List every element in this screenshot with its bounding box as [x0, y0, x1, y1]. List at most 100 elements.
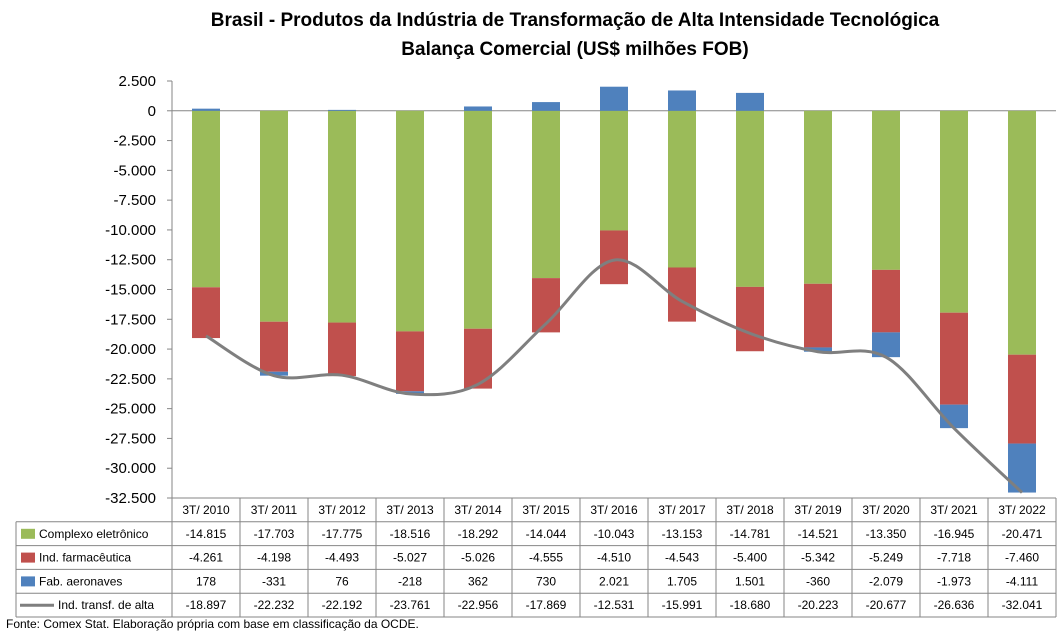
legend-swatch — [21, 552, 35, 563]
table-value-cell: -1.973 — [937, 574, 971, 588]
bar-fab-aeronaves — [668, 90, 696, 111]
bar-fab-aeronaves — [464, 106, 492, 111]
y-tick-label: -27.500 — [105, 430, 156, 447]
table-value-cell: 178 — [196, 574, 216, 588]
legend-swatch — [21, 528, 35, 539]
bars-group — [192, 86, 1036, 493]
y-tick-label: -22.500 — [105, 371, 156, 388]
table-value-cell: -4.261 — [189, 551, 223, 565]
table-value-cell: -5.342 — [801, 551, 835, 565]
table-value-cell: -5.400 — [733, 551, 767, 565]
table-header-cell: 3T/ 2016 — [590, 503, 638, 517]
table-header-cell: 3T/ 2012 — [318, 503, 366, 517]
table-value-cell: -15.991 — [662, 598, 703, 612]
table-value-cell: 1.705 — [667, 574, 697, 588]
table-value-cell: -5.026 — [461, 551, 495, 565]
table-value-cell: -17.869 — [526, 598, 567, 612]
legend-label: Fab. aeronaves — [39, 574, 122, 588]
bar-fab-aeronaves — [600, 86, 628, 111]
bar-complexo-eletr-nico — [872, 110, 900, 270]
table-value-cell: -13.350 — [866, 527, 907, 541]
bar-complexo-eletr-nico — [464, 110, 492, 329]
table-value-cell: -18.516 — [390, 527, 431, 541]
source-note: Fonte: Comex Stat. Elaboração própria co… — [6, 617, 419, 631]
bar-ind-farmac-utica — [328, 322, 356, 377]
bar-complexo-eletr-nico — [328, 110, 356, 323]
data-table: 3T/ 2010 3T/ 2011 3T/ 2012 3T/ 2013 3T/ 2014… — [15, 497, 1057, 618]
y-tick-label: -12.500 — [105, 252, 156, 269]
table-header-cell: 3T/ 2015 — [522, 503, 570, 517]
table-header-cell: 3T/ 2011 — [251, 503, 298, 517]
bar-complexo-eletr-nico — [396, 110, 424, 332]
y-tick-label: -30.000 — [105, 460, 156, 477]
bar-ind-farmac-utica — [1008, 354, 1036, 444]
bar-complexo-eletr-nico — [940, 110, 968, 313]
bar-fab-aeronaves — [532, 102, 560, 111]
table-value-cell: -4.198 — [257, 551, 291, 565]
table-value-cell: -26.636 — [934, 598, 975, 612]
table-value-cell: -2.079 — [869, 574, 903, 588]
table-value-cell: -18.680 — [730, 598, 771, 612]
table-value-cell: -5.027 — [393, 551, 427, 565]
y-tick-label: -7.500 — [113, 192, 156, 209]
legend-label: Ind. farmacêutica — [39, 551, 131, 565]
table-value-cell: -22.956 — [458, 598, 499, 612]
table-value-cell: -4.510 — [597, 551, 631, 565]
table-value-cell: -4.555 — [529, 551, 563, 565]
bar-complexo-eletr-nico — [260, 110, 288, 322]
table-header-cell: 3T/ 2020 — [862, 503, 910, 517]
table-value-cell: -360 — [806, 574, 830, 588]
table-value-cell: -23.761 — [390, 598, 431, 612]
legend-label: Ind. transf. de alta — [58, 598, 154, 612]
bar-ind-farmac-utica — [600, 230, 628, 285]
table-header-cell: 3T/ 2014 — [454, 503, 502, 517]
bar-fab-aeronaves — [260, 371, 288, 376]
y-tick-label: -25.000 — [105, 401, 156, 418]
y-tick-label: -10.000 — [105, 222, 156, 239]
table-value-cell: -7.718 — [937, 551, 971, 565]
bar-complexo-eletr-nico — [668, 110, 696, 268]
line-ind-transf-de-alta — [205, 258, 1024, 494]
bar-ind-farmac-utica — [260, 321, 288, 372]
table-value-cell: -14.781 — [730, 527, 771, 541]
table-header-cell: 3T/ 2018 — [726, 503, 774, 517]
bar-ind-farmac-utica — [192, 287, 220, 339]
table-value-cell: -22.232 — [254, 598, 295, 612]
table-value-cell: 730 — [536, 574, 556, 588]
y-tick-label: 2.500 — [118, 73, 156, 90]
bar-ind-farmac-utica — [736, 286, 764, 352]
y-tick-label: -5.000 — [113, 162, 156, 179]
table-header-cell: 3T/ 2017 — [658, 503, 706, 517]
table-value-cell: -20.677 — [866, 598, 907, 612]
table-value-cell: -4.543 — [665, 551, 699, 565]
table-header-cell: 3T/ 2010 — [182, 503, 230, 517]
bar-complexo-eletr-nico — [532, 110, 560, 279]
table-header-cell: 3T/ 2019 — [794, 503, 842, 517]
y-tick-label: -20.000 — [105, 341, 156, 358]
table-value-cell: -18.897 — [186, 598, 227, 612]
table-value-cell: -7.460 — [1005, 551, 1039, 565]
table-value-cell: -218 — [398, 574, 422, 588]
bar-complexo-eletr-nico — [736, 110, 764, 287]
bar-ind-farmac-utica — [804, 283, 832, 348]
y-tick-label: -17.500 — [105, 311, 156, 328]
bar-complexo-eletr-nico — [804, 110, 832, 284]
table-value-cell: -20.471 — [1002, 527, 1043, 541]
table-header-cell: 3T/ 2022 — [998, 503, 1046, 517]
table-value-cell: -5.249 — [869, 551, 903, 565]
bar-ind-farmac-utica — [940, 312, 968, 405]
y-axis: 2.500 0 -2.500 -5.000 -7.500 -10.000 -12.500 -1… — [105, 73, 1056, 507]
bar-fab-aeronaves — [736, 92, 764, 111]
bar-ind-farmac-utica — [872, 269, 900, 333]
bar-fab-aeronaves — [804, 347, 832, 352]
table-value-cell: -22.192 — [322, 598, 363, 612]
legend-label: Complexo eletrônico — [39, 527, 149, 541]
table-value-cell: -17.703 — [254, 527, 295, 541]
table-value-cell: -4.111 — [1006, 574, 1039, 588]
chart-title: Brasil - Produtos da Indústria de Transf… — [211, 10, 940, 31]
bar-complexo-eletr-nico — [1008, 110, 1036, 355]
line-group — [205, 258, 1024, 494]
table-value-cell: -13.153 — [662, 527, 703, 541]
table-value-cell: -12.531 — [594, 598, 635, 612]
